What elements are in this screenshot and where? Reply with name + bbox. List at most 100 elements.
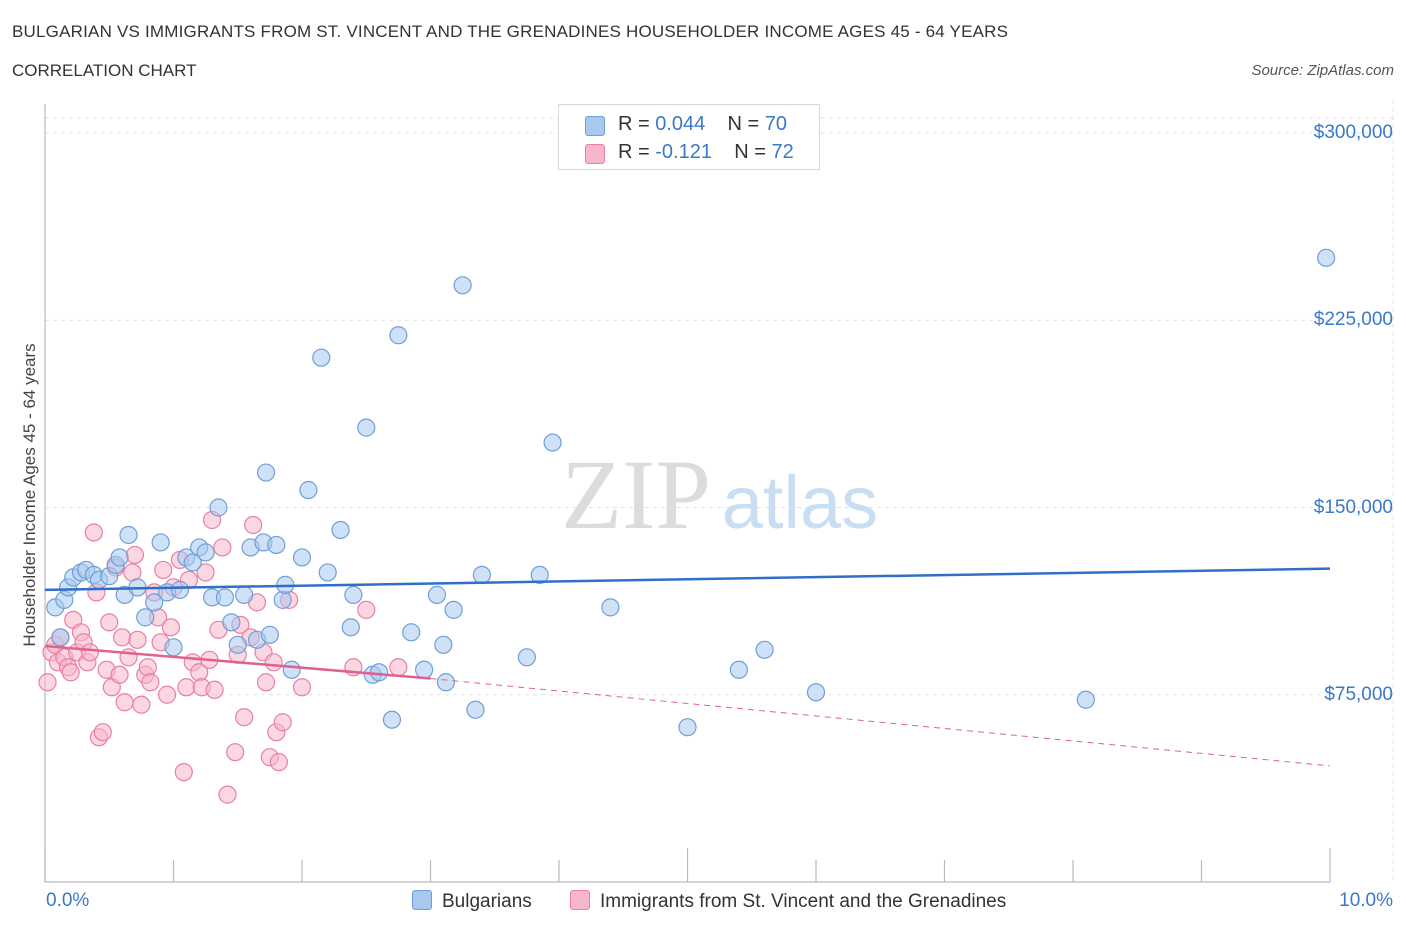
bulgarian-point <box>151 533 170 552</box>
immigrant-point <box>154 560 173 580</box>
immigrant-point <box>93 723 112 742</box>
immigrant-point <box>157 685 177 704</box>
bulgarian-point <box>170 580 190 599</box>
legend-r-value: 0.044 <box>655 113 706 135</box>
immigrant-point <box>256 673 276 692</box>
y-tick-label: $75,000 <box>1324 683 1393 705</box>
bulgarian-point <box>235 585 254 604</box>
bulgarian-point <box>382 710 402 729</box>
immigrant-point <box>389 658 408 677</box>
bulgarian-point <box>444 600 463 619</box>
legend-r-label: R = <box>618 141 650 163</box>
data-points <box>38 248 1336 804</box>
bulgarian-point <box>267 535 286 555</box>
bulgarian-point <box>402 623 421 642</box>
bulgarian-point <box>517 648 536 667</box>
bulgarian-point <box>357 418 376 437</box>
immigrant-point <box>205 680 224 699</box>
bulgarian-point <box>466 700 485 719</box>
bulgarian-point <box>222 613 241 632</box>
bulgarian-point <box>215 588 234 607</box>
immigrant-point <box>226 743 245 762</box>
immigrant-point <box>161 618 181 637</box>
immigrant-point <box>174 763 193 782</box>
immigrant-point <box>292 678 312 697</box>
gridlines <box>45 100 1394 882</box>
immigrant-trend-line <box>44 644 431 680</box>
correlation-legend: R = 0.044 N = 70 R = -0.121 N = 72 <box>558 104 820 170</box>
bulgarian-point <box>1317 248 1336 267</box>
immigrant-point <box>128 630 147 649</box>
source-label: Source: ZipAtlas.com <box>1251 62 1394 79</box>
bulgarian-trend-line <box>44 567 1331 592</box>
immigrant-point <box>244 515 263 535</box>
watermark-atlas: atlas <box>722 461 878 544</box>
legend-n-label: N = <box>727 113 760 135</box>
immigrant-point <box>269 753 288 772</box>
bulgarian-point <box>312 348 331 367</box>
immigrant-point <box>38 673 57 692</box>
watermark: ZIP atlas <box>561 439 878 550</box>
bulgarian-point <box>256 463 276 482</box>
bulgarian-point <box>273 590 292 609</box>
immigrant-point <box>100 613 119 632</box>
bottom-legend-bulgarians: Bulgarians <box>412 890 532 913</box>
immigrant-point <box>264 653 283 672</box>
x-tick-label-max: 10.0% <box>1339 890 1393 911</box>
immigrant-point <box>273 713 292 732</box>
bulgarian-point <box>472 565 491 585</box>
bulgarian-point <box>427 585 447 604</box>
legend-r-value: -0.121 <box>655 141 712 163</box>
immigrant-point <box>84 523 103 542</box>
immigrant-point <box>61 663 80 682</box>
bulgarian-point <box>678 718 697 737</box>
bulgarian-point <box>729 660 749 679</box>
immigrant-point <box>138 658 157 677</box>
bulgarian-point <box>331 520 350 540</box>
bulgarian-point <box>299 480 318 500</box>
chart-subtitle: CORRELATION CHART <box>12 61 197 80</box>
immigrant-point <box>218 785 237 804</box>
chart-title: BULGARIAN VS IMMIGRANTS FROM ST. VINCENT… <box>12 22 1009 41</box>
bulgarian-point <box>389 326 408 345</box>
x-tick-label-min: 0.0% <box>46 890 90 911</box>
y-tick-label: $300,000 <box>1313 122 1393 143</box>
bulgarian-point <box>434 635 453 654</box>
immigrant-point <box>177 678 196 697</box>
bulgarian-point <box>136 608 155 627</box>
immigrant-point <box>80 643 100 662</box>
bulgarian-point <box>453 276 472 295</box>
immigrant-trend-extension <box>430 678 1331 767</box>
bulgarian-point <box>228 635 247 654</box>
legend-n-value: 72 <box>771 141 794 163</box>
bulgarian-point <box>318 563 337 582</box>
bulgarian-point <box>164 638 183 657</box>
bulgarian-point <box>601 598 620 617</box>
immigrant-point <box>213 538 232 557</box>
bottom-legend-label: Immigrants from St. Vincent and the Gren… <box>600 891 1007 912</box>
bottom-legend-swatch-blue <box>412 890 432 910</box>
bulgarian-point <box>282 660 301 679</box>
bulgarian-point <box>530 565 549 585</box>
bottom-legend-swatch-pink <box>570 890 590 910</box>
bulgarian-point <box>51 628 70 647</box>
axes <box>44 104 1331 883</box>
bulgarian-point <box>414 660 434 679</box>
y-tick-label: $225,000 <box>1313 309 1393 331</box>
bottom-legend-immigrants: Immigrants from St. Vincent and the Gren… <box>570 890 1006 913</box>
bulgarian-point <box>1076 690 1095 709</box>
bulgarian-point <box>260 625 279 644</box>
immigrant-point <box>112 628 132 647</box>
immigrant-point <box>125 545 145 565</box>
bulgarian-point <box>344 585 363 604</box>
immigrant-point <box>196 563 215 582</box>
bulgarian-point <box>341 618 360 637</box>
bulgarian-point <box>110 548 129 567</box>
bulgarian-point <box>209 498 228 517</box>
legend-n-value: 70 <box>764 113 788 135</box>
immigrant-point <box>235 708 254 727</box>
immigrant-point <box>357 600 376 619</box>
bulgarian-point <box>543 433 562 452</box>
immigrant-point <box>115 693 134 712</box>
